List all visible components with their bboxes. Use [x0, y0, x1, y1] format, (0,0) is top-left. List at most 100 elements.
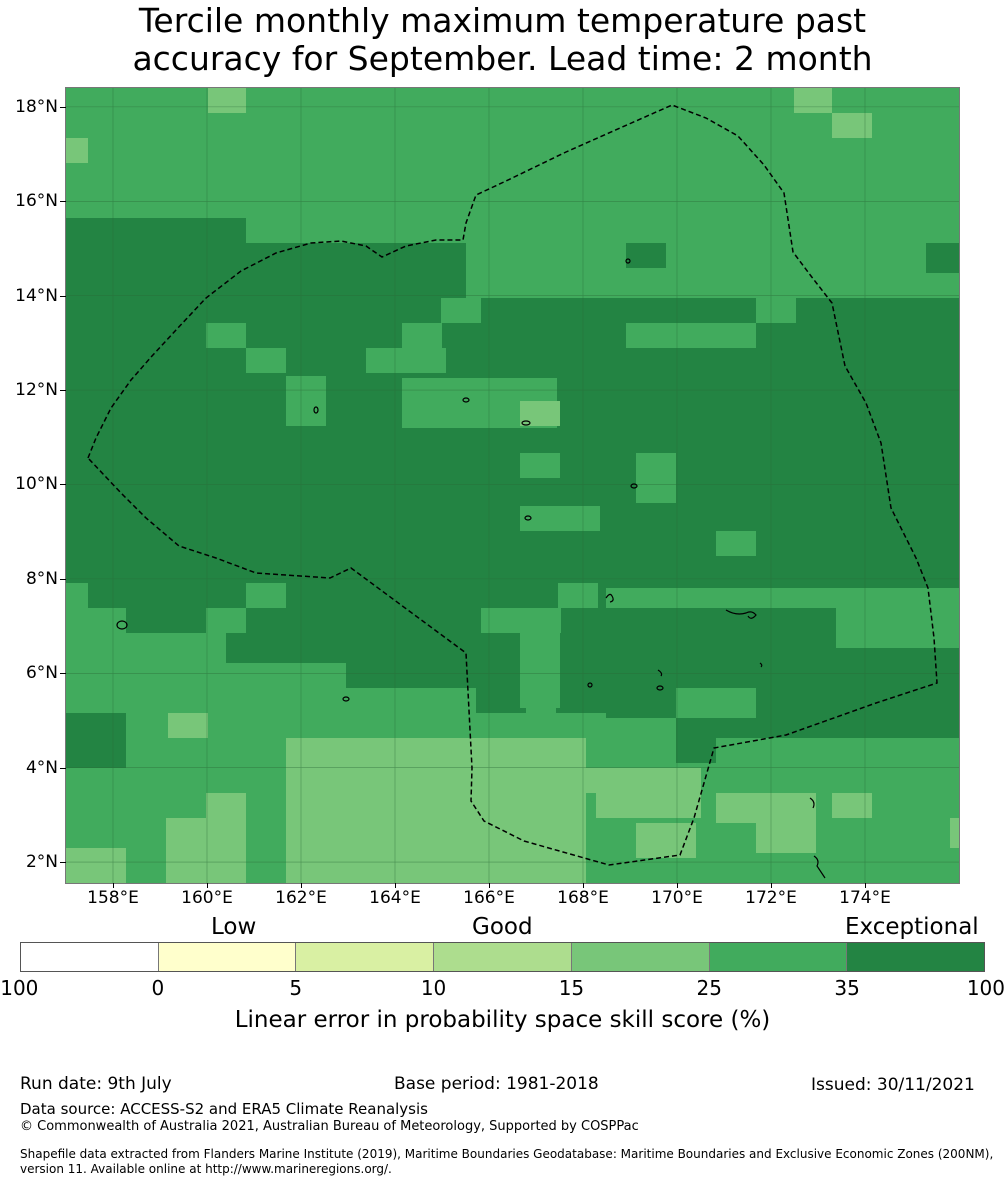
colorbar-tick-label: 5	[289, 976, 303, 1000]
skill-cell	[716, 531, 756, 556]
latitude-tick	[60, 862, 66, 864]
skill-cell	[206, 793, 246, 883]
colorbar-label: Linear error in probability space skill …	[234, 1007, 771, 1033]
colorbar-tick-label: -100	[0, 976, 39, 1000]
longitude-tick	[489, 883, 490, 888]
skill-cell	[208, 88, 246, 113]
colorbar-tick-label: 15	[558, 976, 585, 1000]
longitude-tick	[771, 883, 772, 888]
skill-cell	[66, 298, 959, 388]
skill-cell	[166, 818, 206, 883]
skill-cell	[481, 608, 561, 633]
skill-cell	[126, 633, 226, 693]
latitude-tick-label: 8°N	[25, 568, 58, 589]
latitude-tick	[60, 390, 66, 392]
skill-cell	[66, 138, 88, 163]
issued-date: Issued: 30/11/2021	[811, 1075, 975, 1095]
longitude-tick-label: 162°E	[275, 888, 327, 908]
skill-cell	[558, 768, 598, 793]
longitude-tick-label: 166°E	[463, 888, 515, 908]
colorbar-segment	[709, 943, 848, 971]
skill-cell	[401, 738, 441, 763]
skill-cell	[520, 506, 600, 531]
islands	[116, 258, 826, 879]
longitude-tick-label: 172°E	[745, 888, 797, 908]
longitude-tick	[865, 883, 866, 888]
longitude-tick-label: 174°E	[839, 888, 891, 908]
latitude-tick	[60, 673, 66, 675]
skill-score-map[interactable]	[65, 87, 960, 884]
skill-cell	[206, 323, 246, 348]
longitude-tick	[301, 883, 302, 888]
longitude-tick-label: 158°E	[87, 888, 139, 908]
skill-cell	[626, 243, 666, 268]
title-line-2: accuracy for September. Lead time: 2 mon…	[132, 39, 873, 78]
latitude-tick	[60, 484, 66, 486]
skill-cell	[756, 793, 816, 853]
skill-cell	[794, 88, 832, 113]
latitude-tick	[60, 295, 66, 297]
skill-cell	[66, 583, 88, 713]
latitude-tick	[60, 578, 66, 580]
data-source: Data source: ACCESS-S2 and ERA5 Climate …	[20, 1100, 428, 1118]
latitude-tick	[60, 201, 66, 203]
skill-cell	[481, 268, 521, 293]
base-period: Base period: 1981-2018	[394, 1074, 599, 1094]
skill-cell	[950, 818, 959, 848]
colorbar-tick-label: 25	[696, 976, 722, 1000]
colorbar-segment	[847, 943, 985, 971]
longitude-tick	[113, 883, 114, 888]
skill-cell	[441, 298, 481, 323]
skill-cell	[246, 348, 286, 373]
colorbar-segment	[434, 943, 572, 971]
skill-cell	[206, 608, 246, 633]
skill-cell	[926, 243, 959, 273]
skill-cell	[832, 113, 872, 138]
skill-cell	[906, 738, 959, 763]
latitude-tick-label: 6°N	[25, 663, 58, 684]
title-line-1: Tercile monthly maximum temperature past	[138, 1, 867, 40]
map-canvas	[66, 88, 959, 883]
colorbar-exceptional-label: Exceptional	[845, 914, 979, 940]
skill-cell	[520, 633, 560, 708]
longitude-tick	[677, 883, 678, 888]
chart-title: Tercile monthly maximum temperature past…	[0, 2, 1005, 78]
run-date: Run date: 9th July	[20, 1074, 172, 1094]
longitude-tick	[207, 883, 208, 888]
latitude-tick-label: 12°N	[15, 380, 58, 401]
skill-cell	[402, 323, 442, 348]
copyright: © Commonwealth of Australia 2021, Austra…	[20, 1119, 639, 1134]
longitude-tick	[583, 883, 584, 888]
skill-cell	[366, 348, 446, 373]
colorbar-tick-label: 35	[834, 976, 860, 1000]
skill-cell	[676, 688, 756, 718]
skill-cell	[521, 818, 559, 848]
colorbar	[20, 942, 985, 972]
latitude-tick-label: 16°N	[15, 191, 58, 212]
skill-cell	[832, 793, 872, 818]
latitude-tick-label: 2°N	[25, 852, 58, 873]
skill-cell	[246, 583, 286, 608]
colorbar-segment	[296, 943, 435, 971]
colorbar-good-label: Good	[472, 914, 533, 940]
skill-cell	[441, 738, 481, 763]
longitude-tick-label: 170°E	[651, 888, 703, 908]
latitude-tick	[60, 106, 66, 108]
skill-cells	[66, 88, 959, 883]
longitude-tick-label: 164°E	[369, 888, 421, 908]
colorbar-tick-label: 0	[151, 976, 165, 1000]
skill-cell	[626, 323, 756, 348]
skill-cell	[596, 768, 701, 818]
longitude-tick-label: 168°E	[557, 888, 609, 908]
shapefile-credit-line-1: Shapefile data extracted from Flanders M…	[20, 1147, 994, 1161]
skill-cell	[286, 376, 326, 426]
longitude-tick-label: 160°E	[181, 888, 233, 908]
latitude-tick-label: 18°N	[15, 96, 58, 117]
skill-cell	[168, 713, 208, 738]
skill-cell	[86, 578, 606, 608]
skill-cell	[636, 823, 696, 858]
colorbar-segment	[158, 943, 297, 971]
colorbar-low-label: Low	[211, 914, 257, 940]
latitude-tick-label: 4°N	[25, 757, 58, 778]
skill-cell	[558, 583, 598, 608]
